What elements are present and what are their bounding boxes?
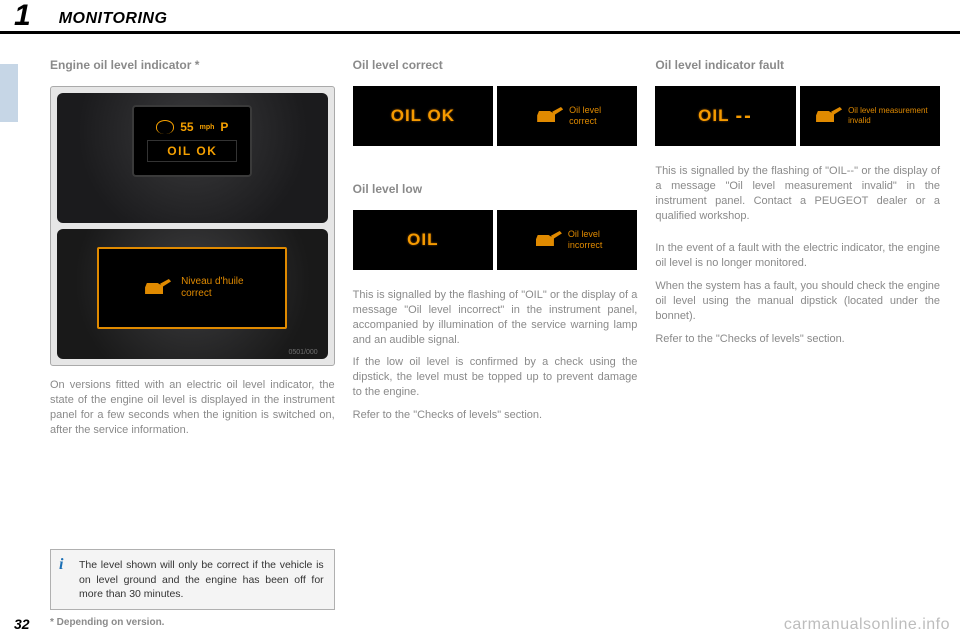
ind-oil-ok-right: Oil level correct: [497, 86, 637, 146]
col2-para3: Refer to the "Checks of levels" section.: [353, 408, 638, 423]
dash2-footer: 0501/000: [288, 349, 317, 356]
pair-oil-fault: OIL -- Oil level measurement invalid: [655, 86, 940, 146]
watermark: carmanualsonline.info: [784, 616, 950, 634]
col2-para1: This is signalled by the flashing of "OI…: [353, 288, 638, 347]
pair-oil-correct: OIL OK Oil level correct: [353, 86, 638, 146]
ind-oil-low-left: OIL: [353, 210, 493, 270]
dash1-gear: P: [220, 120, 228, 134]
dash1-oil-ok: OIL OK: [147, 140, 237, 162]
pair-oil-low: OIL Oil level incorrect: [353, 210, 638, 270]
oil-fault-msg: Oil level measurement invalid: [848, 106, 928, 125]
col2-heading1: Oil level correct: [353, 58, 638, 72]
col3-para4: Refer to the "Checks of levels" section.: [655, 332, 940, 347]
oil-ok-text: OIL OK: [391, 106, 455, 126]
dashboard-figure: 55 mph P OIL OK Niveau d'huile correct 0…: [50, 86, 335, 366]
col1-para: On versions fitted with an electric oil …: [50, 378, 335, 437]
oil-low-text: OIL: [407, 230, 438, 250]
info-text: The level shown will only be correct if …: [79, 559, 324, 599]
dash1-topline: 55 mph P: [156, 120, 228, 134]
oil-can-icon: [532, 231, 562, 249]
page-number: 32: [14, 616, 30, 632]
header-bar: 1 MONITORING: [0, 0, 960, 34]
side-tab: [0, 64, 18, 122]
info-icon: i: [59, 558, 73, 572]
chapter-number: 1: [14, 1, 31, 31]
oil-low-msg: Oil level incorrect: [568, 229, 603, 251]
gauge-icon: [156, 120, 174, 134]
column-1: Engine oil level indicator * 55 mph P OI…: [50, 58, 335, 610]
column-2: Oil level correct OIL OK Oil level corre…: [353, 58, 638, 610]
dash1-unit: mph: [200, 124, 215, 131]
oil-fault-dashes: --: [736, 105, 753, 128]
info-box: i The level shown will only be correct i…: [50, 549, 335, 610]
oil-can-icon: [812, 107, 842, 125]
column-3: Oil level indicator fault OIL -- Oil lev…: [655, 58, 940, 610]
col2-para2: If the low oil level is confirmed by a c…: [353, 355, 638, 400]
col3-para3: When the system has a fault, you should …: [655, 279, 940, 324]
dash1-screen: 55 mph P OIL OK: [132, 105, 252, 177]
ind-oil-fault-right: Oil level measurement invalid: [800, 86, 940, 146]
ind-oil-fault-left: OIL --: [655, 86, 795, 146]
footnote: * Depending on version.: [50, 617, 164, 628]
ind-oil-low-right: Oil level incorrect: [497, 210, 637, 270]
oil-can-icon: [533, 107, 563, 125]
oil-ok-msg: Oil level correct: [569, 105, 601, 127]
col3-para2: In the event of a fault with the electri…: [655, 241, 940, 271]
dash2-screen: Niveau d'huile correct: [97, 247, 287, 329]
dashboard-2: Niveau d'huile correct 0501/000: [57, 229, 328, 359]
oil-fault-text: OIL: [698, 106, 729, 126]
col2-heading2: Oil level low: [353, 182, 638, 196]
chapter-title: MONITORING: [59, 10, 168, 31]
dash1-speed: 55: [180, 120, 193, 134]
ind-oil-ok-left: OIL OK: [353, 86, 493, 146]
dashboard-1: 55 mph P OIL OK: [57, 93, 328, 223]
col3-heading: Oil level indicator fault: [655, 58, 940, 72]
oil-can-icon: [141, 279, 171, 297]
content-area: Engine oil level indicator * 55 mph P OI…: [50, 58, 940, 610]
col3-para1: This is signalled by the flashing of "OI…: [655, 164, 940, 223]
dash2-label: Niveau d'huile correct: [181, 276, 244, 300]
col1-heading: Engine oil level indicator *: [50, 58, 335, 72]
